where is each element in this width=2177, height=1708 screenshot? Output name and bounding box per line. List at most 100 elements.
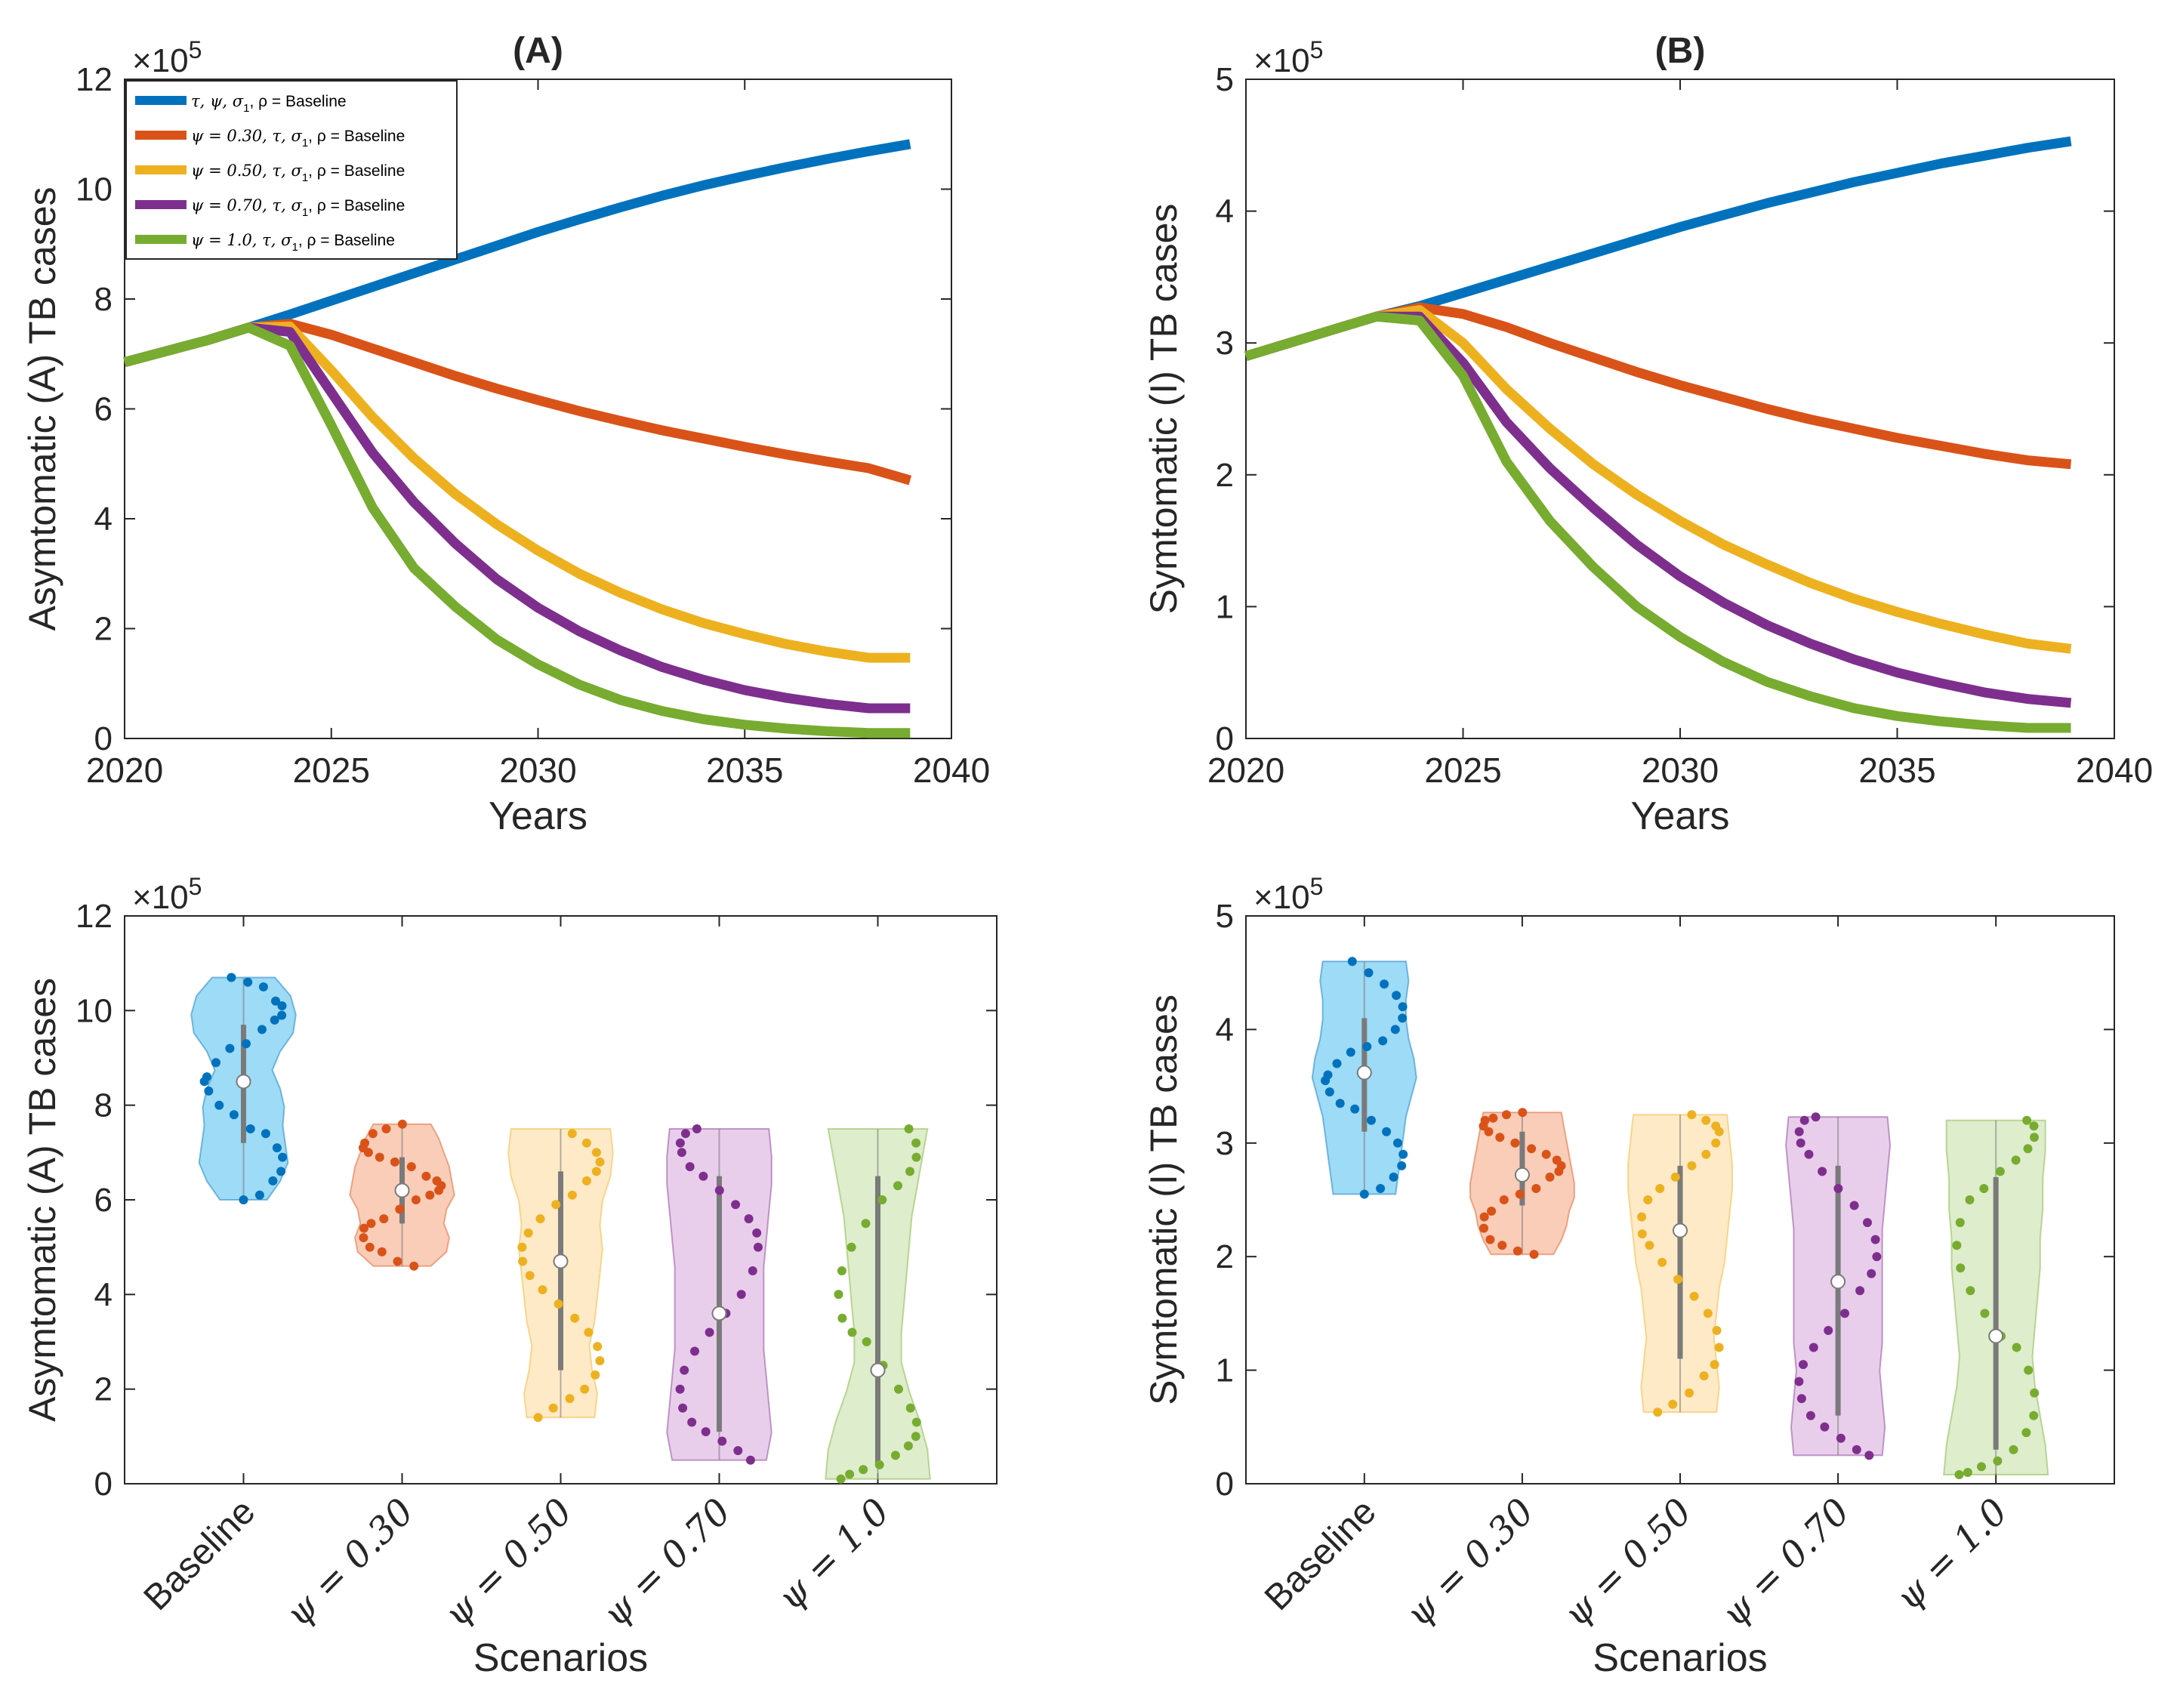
y-axis-label: Asymtomatic (A) TB cases <box>21 978 63 1422</box>
x-tick-label: 2040 <box>2076 751 2153 790</box>
data-point <box>243 977 253 987</box>
y-exponent-label: ×105 <box>132 36 202 79</box>
data-point <box>1979 1184 1989 1193</box>
y-tick-label: 2 <box>94 611 113 648</box>
data-point <box>698 1171 708 1181</box>
data-point <box>1637 1212 1647 1222</box>
data-point <box>2022 1115 2032 1125</box>
data-point <box>406 1162 416 1172</box>
data-point <box>733 1446 743 1456</box>
data-point <box>680 1365 689 1375</box>
data-point <box>1657 1257 1667 1267</box>
data-point <box>690 1346 699 1356</box>
x-axis-label: Years <box>1630 794 1729 838</box>
data-point <box>425 1190 435 1200</box>
data-point <box>847 1327 857 1337</box>
data-point <box>678 1403 688 1413</box>
data-point <box>1529 1250 1539 1259</box>
panel-title: (A) <box>513 31 563 71</box>
data-point <box>554 1299 563 1309</box>
data-point <box>272 1143 282 1153</box>
y-tick-label: 4 <box>94 501 113 538</box>
data-point <box>567 1129 577 1139</box>
x-tick-label: 2035 <box>706 751 783 790</box>
data-point <box>1487 1207 1497 1216</box>
data-point <box>1332 1059 1342 1068</box>
legend-entry-1: τ, ψ, σ1, ρ = Baseline <box>191 92 347 115</box>
data-point <box>390 1157 399 1167</box>
data-point <box>1392 991 1401 1000</box>
data-point <box>1977 1462 1986 1472</box>
data-point <box>1794 1377 1804 1386</box>
data-point <box>271 996 280 1006</box>
data-point <box>591 1148 601 1158</box>
data-point <box>1836 1433 1846 1443</box>
data-point <box>837 1313 847 1323</box>
data-point <box>911 1432 920 1441</box>
data-point <box>1820 1422 1830 1432</box>
data-point <box>675 1138 685 1148</box>
legend-entry-symbols: τ, ψ, σ <box>191 92 244 110</box>
data-point <box>533 1413 543 1423</box>
data-point <box>1809 1343 1818 1352</box>
data-point <box>2011 1155 2021 1165</box>
data-point <box>1711 1138 1721 1148</box>
y-tick-label: 0 <box>94 1466 113 1503</box>
exponent-base: ×10 <box>132 42 189 79</box>
data-point <box>225 1044 235 1053</box>
data-point <box>375 1152 384 1162</box>
data-point <box>1811 1112 1821 1122</box>
data-point <box>1818 1167 1827 1176</box>
x-tick-label: 2025 <box>1424 751 1501 790</box>
violin-group-1 <box>190 973 297 1204</box>
data-point <box>834 1290 843 1299</box>
data-point <box>692 1124 702 1133</box>
data-point <box>874 1460 884 1469</box>
data-point <box>893 1181 902 1191</box>
data-point <box>1335 1099 1345 1108</box>
data-point <box>1699 1371 1709 1381</box>
violin-median-marker <box>1988 1328 2004 1344</box>
violin-median-marker <box>711 1306 727 1321</box>
data-point <box>538 1285 547 1295</box>
data-point <box>595 1157 605 1167</box>
data-point <box>845 1469 855 1479</box>
data-point <box>731 1200 741 1210</box>
data-point <box>368 1129 378 1139</box>
y-tick-label: 10 <box>76 171 113 208</box>
y-tick-label: 6 <box>94 391 113 428</box>
data-point <box>245 1124 255 1133</box>
data-point <box>903 1441 913 1451</box>
data-point <box>1485 1235 1495 1244</box>
y-tick-label: 0 <box>1216 1466 1234 1503</box>
x-tick-label: 2020 <box>86 751 163 790</box>
data-point <box>257 1025 267 1034</box>
exponent-base: ×10 <box>132 879 189 916</box>
data-point <box>745 1455 755 1465</box>
legend-entry-5: ψ = 1.0, τ, σ1, ρ = Baseline <box>191 231 395 254</box>
data-point <box>268 1176 278 1185</box>
data-point <box>202 1072 211 1082</box>
legend-entry-4: ψ = 0.70, τ, σ1, ρ = Baseline <box>191 196 405 219</box>
data-point <box>397 1119 407 1129</box>
data-point <box>1480 1115 1490 1125</box>
legend-entry-3: ψ = 0.50, τ, σ1, ρ = Baseline <box>191 162 405 184</box>
data-point <box>214 1100 224 1110</box>
y-tick-label: 2 <box>94 1371 113 1408</box>
data-point <box>535 1214 545 1224</box>
data-point <box>1673 1275 1683 1284</box>
violin-median-marker <box>394 1182 410 1198</box>
data-point <box>677 1148 686 1158</box>
data-point <box>1701 1149 1711 1159</box>
exponent-base: ×10 <box>1253 42 1310 79</box>
data-point <box>675 1384 685 1394</box>
data-point <box>1965 1195 1975 1204</box>
data-point <box>836 1474 846 1484</box>
data-point <box>1367 1115 1376 1125</box>
exponent-power: 5 <box>189 36 202 63</box>
y-tick-label: 4 <box>94 1276 113 1313</box>
data-point <box>701 1427 711 1437</box>
legend-entry-symbols: ψ = 0.70, τ, σ <box>191 196 302 214</box>
